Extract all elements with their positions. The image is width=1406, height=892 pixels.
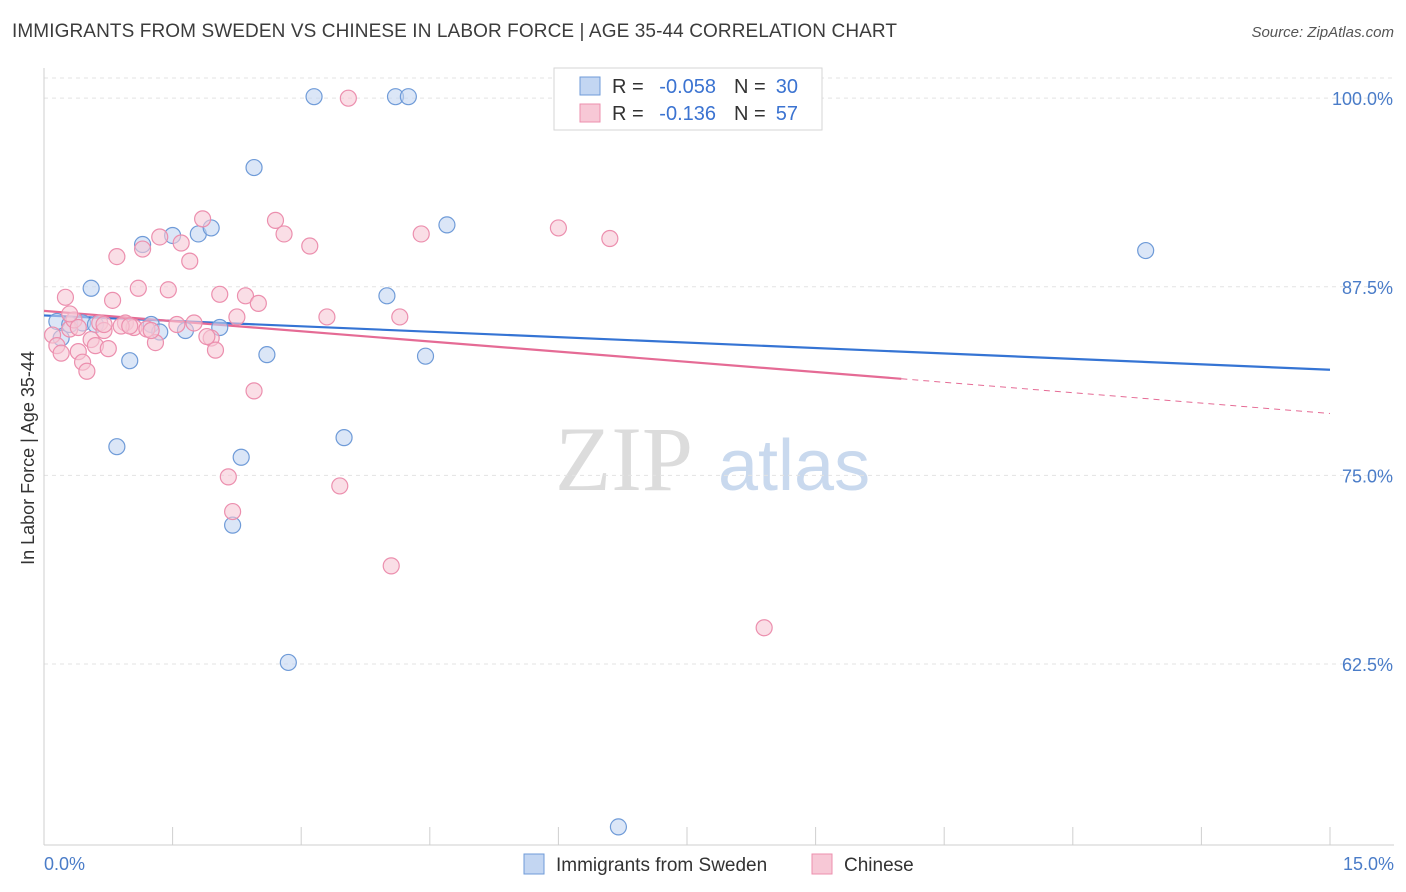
point-chinese-28 <box>194 210 212 228</box>
point-chinese-43 <box>339 89 357 107</box>
point-sweden-19 <box>258 346 276 364</box>
point-chinese-53 <box>95 315 113 334</box>
point-sweden-26 <box>416 347 435 365</box>
legend-swatch-sweden <box>579 76 601 96</box>
point-sweden-23 <box>378 287 396 305</box>
point-chinese-15 <box>108 247 126 266</box>
x-tick-label-min: 0.0% <box>44 854 85 874</box>
legend-r-value-2: -0.136 <box>659 103 716 125</box>
point-chinese-32 <box>219 468 237 486</box>
correlation-legend: R = -0.058 N = 30 R = -0.136 N = 57 <box>553 67 823 131</box>
bottom-legend-swatch-chinese <box>811 853 833 875</box>
series-legend: Immigrants from Sweden Chinese <box>523 853 914 876</box>
point-chinese-19 <box>133 240 152 258</box>
legend-r-label-1: R = <box>612 76 644 98</box>
axes <box>43 68 1394 846</box>
trend-lines <box>43 309 1331 414</box>
point-sweden-25 <box>399 88 417 106</box>
point-chinese-46 <box>412 225 430 243</box>
point-chinese-31 <box>211 285 229 303</box>
bottom-legend-label-chinese: Chinese <box>844 855 914 876</box>
point-chinese-49 <box>755 619 773 637</box>
legend-n-value-2: 57 <box>776 103 798 125</box>
point-chinese-14 <box>103 291 122 309</box>
point-chinese-23 <box>159 281 177 299</box>
point-chinese-13 <box>99 340 117 358</box>
point-chinese-2 <box>52 344 70 362</box>
point-chinese-39 <box>275 225 293 243</box>
data-points <box>43 88 1155 836</box>
point-chinese-47 <box>549 219 568 237</box>
point-sweden-4 <box>82 279 100 297</box>
legend-n-label-2: N = <box>734 103 766 125</box>
point-sweden-7 <box>121 352 139 370</box>
trend-line-chinese-extension <box>901 378 1331 414</box>
y-tick-labels: 100.0% 87.5% 75.0% 62.5% <box>1332 89 1393 675</box>
point-chinese-51 <box>142 321 160 340</box>
y-tick-label-3: 62.5% <box>1342 655 1393 675</box>
legend-r-value-1: -0.058 <box>659 76 716 98</box>
point-chinese-38 <box>266 211 285 229</box>
point-chinese-18 <box>129 279 147 297</box>
y-axis-label: In Labor Force | Age 35-44 <box>18 351 38 565</box>
watermark-zip: ZIP <box>555 408 693 510</box>
point-chinese-54 <box>121 317 139 335</box>
point-sweden-29 <box>1137 241 1155 260</box>
point-sweden-22 <box>335 429 353 447</box>
bottom-legend-label-sweden: Immigrants from Sweden <box>556 855 767 876</box>
watermark-atlas: atlas <box>718 426 870 506</box>
y-tick-label-2: 75.0% <box>1342 466 1393 486</box>
point-sweden-20 <box>279 653 297 672</box>
point-chinese-27 <box>185 314 203 332</box>
point-chinese-22 <box>151 228 169 246</box>
point-chinese-8 <box>78 362 96 380</box>
legend-n-value-1: 30 <box>776 76 798 98</box>
point-sweden-28 <box>609 818 628 836</box>
point-chinese-41 <box>318 308 336 326</box>
point-chinese-37 <box>249 294 267 312</box>
y-tick-label-1: 87.5% <box>1342 278 1393 298</box>
point-sweden-17 <box>232 448 250 466</box>
point-chinese-52 <box>69 318 87 337</box>
point-chinese-45 <box>391 308 409 326</box>
point-chinese-24 <box>168 315 186 334</box>
point-chinese-35 <box>236 287 255 305</box>
point-sweden-21 <box>305 88 323 106</box>
point-chinese-3 <box>56 288 75 306</box>
legend-n-label-1: N = <box>734 76 766 98</box>
point-chinese-55 <box>198 327 216 346</box>
point-chinese-34 <box>228 308 246 326</box>
legend-swatch-chinese <box>579 103 601 123</box>
point-sweden-6 <box>108 438 126 456</box>
point-chinese-30 <box>206 341 225 359</box>
y-tick-label-0: 100.0% <box>1332 89 1393 109</box>
source-label: Source: ZipAtlas.com <box>1251 24 1394 41</box>
point-sweden-18 <box>245 158 263 177</box>
point-chinese-26 <box>181 252 199 270</box>
point-chinese-25 <box>172 234 190 252</box>
x-tick-label-max: 15.0% <box>1343 854 1394 874</box>
bottom-legend-swatch-sweden <box>523 853 545 875</box>
point-chinese-56 <box>61 305 79 323</box>
legend-r-label-2: R = <box>612 103 644 125</box>
point-sweden-27 <box>438 216 456 234</box>
point-chinese-33 <box>224 502 242 521</box>
point-chinese-36 <box>245 382 263 400</box>
chart-title: IMMIGRANTS FROM SWEDEN VS CHINESE IN LAB… <box>12 21 898 42</box>
trend-line-sweden <box>43 314 1331 371</box>
point-chinese-40 <box>301 237 319 255</box>
point-chinese-44 <box>382 557 400 575</box>
point-chinese-48 <box>601 229 619 248</box>
point-chinese-42 <box>331 477 349 495</box>
